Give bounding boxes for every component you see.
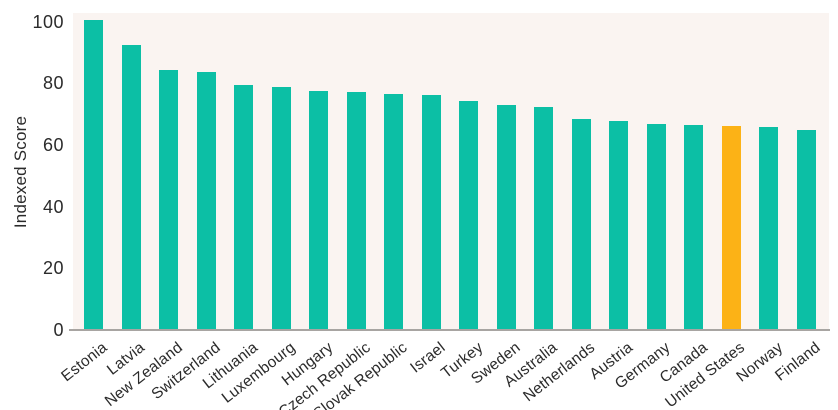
y-tick-label: 100 [32,11,64,32]
bar-lithuania [234,85,253,330]
y-tick-label: 60 [42,135,64,156]
bar-austria [609,121,628,330]
y-tick-label: 40 [42,196,64,217]
bar-germany [646,124,666,330]
bar-finland [796,130,816,330]
y-tick-label: 0 [53,320,64,340]
bar-latvia [121,45,141,330]
bar-united-states [721,126,741,330]
bar-slovak-republic [384,94,403,330]
x-axis-line [69,329,830,331]
bar-canada [684,125,703,330]
bar-turkey [459,101,478,330]
bar-switzerland [196,72,216,330]
bar-czech-republic [346,92,366,330]
bar-estonia [84,20,103,330]
bar-luxembourg [271,87,291,330]
y-tick-label: 20 [42,258,64,279]
y-tick-label: 80 [42,73,64,94]
bar-sweden [496,105,516,330]
plot-area [73,13,829,330]
bar-norway [759,127,778,330]
bar-hungary [309,91,328,330]
bar-australia [534,107,553,330]
bar-new-zealand [159,70,178,330]
x-tick-label: Estonia [58,339,111,386]
bar-israel [421,95,441,330]
bar-netherlands [571,119,591,330]
